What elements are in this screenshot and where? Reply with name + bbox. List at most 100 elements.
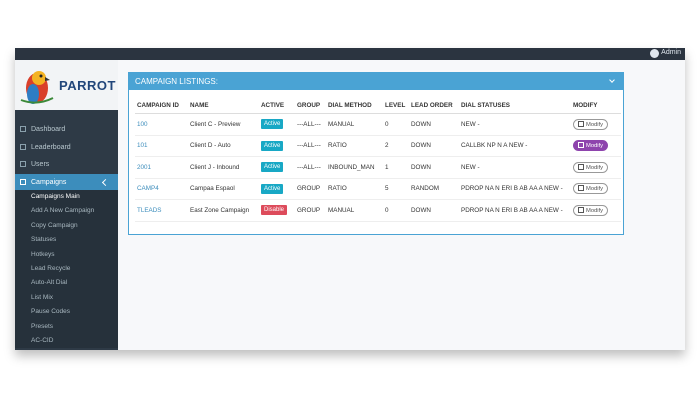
cell-text: RATIO [328, 185, 347, 193]
table-row: 101 Client D - Auto Active ---ALL--- RATIO 2 D… [135, 135, 621, 157]
nav-label: Users [31, 161, 50, 168]
modify-button[interactable]: Modify [573, 183, 609, 195]
app-window: Admin PARROT Dashboard Leaderboard Users Ca… [15, 48, 685, 350]
modify-button[interactable]: Modify [573, 118, 609, 130]
sidebar: PARROT Dashboard Leaderboard Users Campaign… [15, 60, 118, 350]
table-cell: 0 [383, 113, 409, 136]
table-cell: TLEADS [135, 199, 188, 222]
cell-text: PDROP NA N ERI B AB AA A NEW - [461, 206, 563, 214]
table-cell: 2 [383, 135, 409, 157]
table-cell: PDROP NA N ERI B AB AA A NEW - [459, 199, 571, 222]
column-header: LEAD ORDER [409, 97, 459, 114]
cell-text: 0 [385, 206, 389, 214]
nav-item[interactable]: Users [15, 156, 118, 173]
table-cell: DOWN [409, 199, 459, 222]
table-cell: East Zone Campaign [188, 199, 259, 222]
cell-text: RATIO [328, 142, 347, 150]
campaign-id[interactable]: 100 [137, 120, 148, 128]
campaign-id[interactable]: CAMP4 [137, 185, 159, 193]
submenu-item[interactable]: Lead Recycle [15, 262, 118, 277]
submenu-item[interactable]: AC-CID [15, 334, 118, 349]
campaign-id[interactable]: 2001 [137, 163, 152, 171]
modify-button[interactable]: Modify [573, 204, 609, 216]
modify-label: Modify [586, 164, 604, 171]
table-cell: MANUAL [326, 113, 383, 136]
table-cell: RATIO [326, 178, 383, 200]
cell-text: 2 [385, 142, 389, 150]
cell-text: MANUAL [328, 120, 355, 128]
header-row: CAMPAIGN ID NAME ACTIVE GROUP DIAL METHOD LEV… [135, 97, 621, 114]
table-cell: Active [259, 178, 295, 200]
cell-text: Client C - Preview [190, 120, 241, 128]
cell-text: 0 [385, 120, 389, 128]
nav-item[interactable]: Leaderboard [15, 139, 118, 156]
table-cell: 5 [383, 178, 409, 200]
collapse-button[interactable] [609, 77, 615, 83]
logo[interactable]: PARROT [15, 60, 118, 110]
column-header: MODIFY [571, 97, 621, 114]
table-cell: Disable [259, 199, 295, 222]
nav-icon [20, 126, 26, 132]
submenu-item[interactable]: Copy Campaign [15, 218, 118, 234]
modify-button[interactable]: Modify [573, 161, 609, 173]
nav-label: Leaderboard [31, 143, 71, 151]
nav-icon [20, 178, 26, 185]
submenu-item[interactable]: Pause Codes [15, 305, 118, 320]
edit-icon [578, 120, 584, 127]
cell-text: Campaa Espaol [190, 185, 235, 193]
campaign-panel: CAMPAIGN LISTINGS: CAMPAIGN ID NAME ACTIVE… [128, 72, 624, 235]
column-header: ACTIVE [259, 97, 295, 114]
submenu-item[interactable]: Statuses [15, 233, 118, 248]
cell-text: DOWN [411, 206, 431, 214]
column-header: NAME [188, 97, 259, 114]
cell-text: PDROP NA N ERI B AB AA A NEW - [461, 185, 563, 193]
cell-text: ---ALL--- [297, 142, 321, 150]
cell-text: DOWN [411, 142, 431, 150]
cell-text: Client D - Auto [190, 142, 231, 150]
cell-text: ---ALL--- [297, 120, 321, 128]
submenu-item[interactable]: Hotkeys [15, 247, 118, 262]
nav-icon [20, 161, 26, 167]
table-cell: Modify [571, 113, 621, 136]
campaign-id[interactable]: TLEADS [137, 206, 162, 214]
table-cell: Active [259, 156, 295, 179]
column-header: CAMPAIGN ID [135, 97, 188, 114]
nav-icon [20, 143, 26, 150]
modify-label: Modify [586, 121, 604, 128]
cell-text: 1 [385, 163, 389, 171]
table-row: TLEADS East Zone Campaign Disable GROUP MANU… [135, 199, 621, 222]
cell-text: DOWN [411, 120, 431, 128]
campaign-id[interactable]: 101 [137, 142, 148, 150]
user-name[interactable]: Admin [661, 49, 681, 56]
submenu-item[interactable]: List Mix [15, 290, 118, 306]
status-badge: Disable [261, 205, 288, 216]
submenu-item[interactable]: Auto-Alt Dial [15, 276, 118, 291]
table-cell: RANDOM [409, 178, 459, 200]
table-cell: CAMP4 [135, 178, 188, 200]
table-cell: PDROP NA N ERI B AB AA A NEW - [459, 178, 571, 200]
cell-text: NEW - [461, 163, 480, 171]
table-row: CAMP4 Campaa Espaol Active GROUP RATIO 5 RANDO… [135, 178, 621, 200]
table-cell: NEW - [459, 156, 571, 179]
nav-item[interactable]: Dashboard [15, 121, 118, 138]
cell-text: DOWN [411, 163, 431, 171]
nav-label: Dashboard [31, 126, 66, 133]
cell-text: CALLBK NP N A NEW - [461, 142, 528, 150]
submenu-item[interactable]: Add A New Campaign [15, 204, 118, 219]
submenu-item[interactable]: Campaigns Main [15, 190, 118, 205]
nav-item[interactable]: Campaigns [15, 173, 118, 191]
table-cell: 100 [135, 113, 188, 136]
column-header: GROUP [295, 97, 326, 114]
modify-button[interactable]: Modify [573, 140, 609, 152]
submenu-item[interactable]: Presets [15, 319, 118, 334]
table-cell: DOWN [409, 135, 459, 157]
status-badge: Active [261, 119, 284, 130]
avatar[interactable] [650, 49, 659, 58]
modify-label: Modify [586, 207, 604, 214]
column-header: DIAL STATUSES [459, 97, 571, 114]
table-cell: CALLBK NP N A NEW - [459, 135, 571, 157]
table-cell: ---ALL--- [295, 156, 326, 179]
table-cell: Modify [571, 199, 621, 222]
modify-label: Modify [586, 143, 604, 150]
